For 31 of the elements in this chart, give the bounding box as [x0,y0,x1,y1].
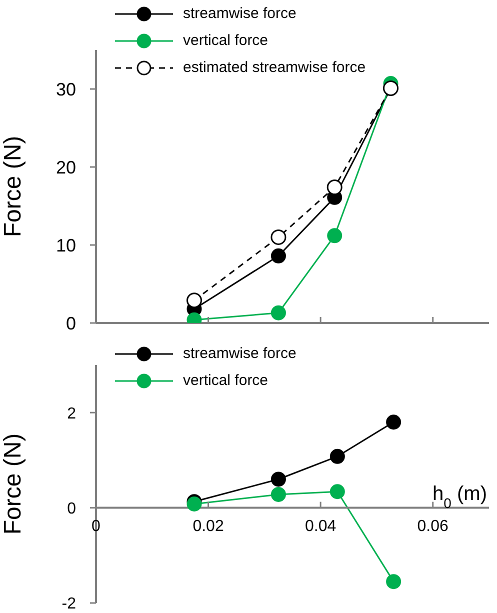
point [270,472,286,487]
y-axis-title: Force (N) [0,136,27,238]
x-tick-label: 0.04 [305,518,336,536]
y-tick-label: 20 [56,157,76,178]
point [326,180,342,196]
point [330,448,345,464]
y-tick-label: 0 [67,500,76,518]
point [270,305,286,320]
x-axis-title: h$_{0}$ (m) [432,482,487,511]
point [270,486,286,502]
y-tick-label: 0 [66,313,76,334]
legend-label: streamwise force [183,4,296,24]
legend-label: vertical force [183,31,268,51]
y-axis-title: Force (N) [0,433,27,535]
point [270,248,286,264]
x-tick-label: 0.06 [417,518,449,536]
y-tick-label: 30 [56,79,76,100]
legend-label: vertical force [183,371,268,391]
y-tick-label: 2 [67,405,76,422]
x-tick-label: 0.02 [192,518,224,536]
point [186,292,202,308]
x-tick-label: 0 [92,518,101,536]
legend-label: streamwise force [183,344,296,364]
y-tick-label: -2 [62,596,76,613]
y-tick-label: 10 [56,235,76,256]
point [386,414,402,430]
point [386,574,402,590]
point [270,229,286,245]
point [330,484,345,500]
legend-label: estimated streamwise force [183,58,366,78]
point [327,228,342,244]
